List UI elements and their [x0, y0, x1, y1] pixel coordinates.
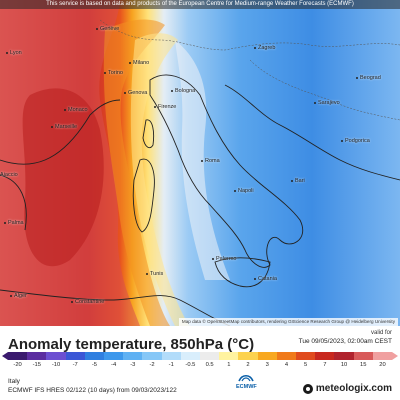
scale-arrow-right — [392, 352, 399, 360]
data-source-notice: This service is based on data and produc… — [0, 0, 400, 9]
scale-swatch — [142, 352, 162, 360]
city-label: Monaco — [64, 107, 88, 113]
scale-tick: 4 — [284, 362, 289, 368]
scale-swatch — [84, 352, 105, 360]
scale-swatch — [27, 352, 47, 360]
weather-map[interactable]: This service is based on data and produc… — [0, 0, 400, 326]
ecmwf-logo-label: ECMWF — [236, 384, 257, 390]
anomaly-field — [0, 0, 400, 326]
region-label: Italy — [8, 378, 20, 385]
city-label: Sarajevo — [314, 100, 340, 106]
ecmwf-logo: ECMWF — [236, 374, 257, 390]
city-label: Marseille — [50, 124, 78, 130]
scale-tick: -4 — [111, 362, 117, 368]
scale-swatch — [276, 352, 297, 360]
city-label: Firenze — [153, 104, 177, 110]
city-label: Torino — [104, 70, 123, 76]
scale-tick: -7 — [72, 362, 78, 368]
city-label: Napoli — [234, 188, 254, 194]
scale-swatch — [315, 352, 335, 360]
scale-tick: -0.5 — [185, 362, 196, 368]
scale-swatch — [180, 352, 201, 360]
city-label: Milano — [128, 60, 150, 66]
city-label: Bologna — [170, 88, 196, 94]
scale-tick: -15 — [32, 362, 41, 368]
scale-swatch — [219, 352, 239, 360]
scale-swatch — [238, 352, 258, 360]
scale-swatch — [296, 352, 316, 360]
scale-swatch — [46, 352, 66, 360]
meteologix-logo-icon — [302, 383, 313, 394]
city-label: Bari — [291, 178, 305, 184]
city-label: Roma — [201, 158, 220, 164]
scale-swatch — [353, 352, 373, 360]
city-label: Palermo — [211, 256, 237, 262]
city-label: Genève — [95, 26, 120, 32]
scale-swatch — [65, 352, 85, 360]
scale-tick: 7 — [323, 362, 327, 368]
city-label: Catania — [254, 276, 277, 282]
valid-time: Tue 09/05/2023, 02:00am CEST — [298, 338, 392, 345]
city-label: Ajaccio — [0, 172, 18, 178]
scale-swatch — [257, 352, 277, 360]
city-label: Genova — [123, 90, 148, 96]
city-label: Beograd — [356, 75, 381, 81]
city-label: Alger — [10, 293, 27, 299]
scale-tick: 15 — [360, 362, 367, 368]
scale-tick: -5 — [91, 362, 97, 368]
scale-tick: 20 — [379, 362, 386, 368]
color-scale-ticks: -20 -15 -10 -7 -5 -4 -3 -2 -1 -0.5 0.5 1 2 3 4 5 7 10 15 20 — [2, 362, 398, 370]
color-scale — [2, 352, 399, 360]
scale-swatch — [334, 352, 354, 360]
scale-tick: -2 — [149, 362, 155, 368]
scale-swatch — [123, 352, 143, 360]
scale-tick: -20 — [13, 362, 22, 368]
scale-tick: 0.5 — [205, 362, 214, 368]
map-title: Anomaly temperature, 850hPa (°C) — [8, 336, 255, 353]
scale-tick: -10 — [51, 362, 61, 368]
ecmwf-logo-icon — [238, 374, 254, 382]
map-attribution: Map data © OpenStreetMap contributors, r… — [178, 318, 398, 326]
scale-tick: 1 — [227, 362, 231, 368]
city-label: Tunis — [145, 271, 164, 277]
scale-tick: 2 — [246, 362, 250, 368]
scale-tick: 10 — [340, 362, 348, 368]
scale-tick: -1 — [168, 362, 174, 368]
scale-swatch — [8, 352, 28, 360]
scale-swatch — [161, 352, 181, 360]
scale-tick: 3 — [265, 362, 269, 368]
scale-swatch — [372, 352, 393, 360]
scale-arrow-left — [2, 352, 8, 360]
scale-tick: -3 — [130, 362, 136, 368]
city-label: Lyon — [6, 50, 22, 56]
model-run-label: ECMWF IFS HRES 02/122 (10 days) from 09/… — [8, 387, 177, 394]
city-label: Constantine — [70, 299, 105, 305]
scale-swatch — [200, 352, 220, 360]
scale-tick: 5 — [304, 362, 308, 368]
valid-for-label: valid for — [370, 330, 392, 336]
brand-label: meteologix.com — [315, 383, 392, 394]
city-label: Zagreb — [253, 45, 276, 51]
city-label: Podgorica — [341, 138, 370, 144]
scale-swatch — [104, 352, 124, 360]
meteologix-brand[interactable]: meteologix.com — [302, 383, 392, 394]
city-label: Palma — [4, 220, 24, 226]
